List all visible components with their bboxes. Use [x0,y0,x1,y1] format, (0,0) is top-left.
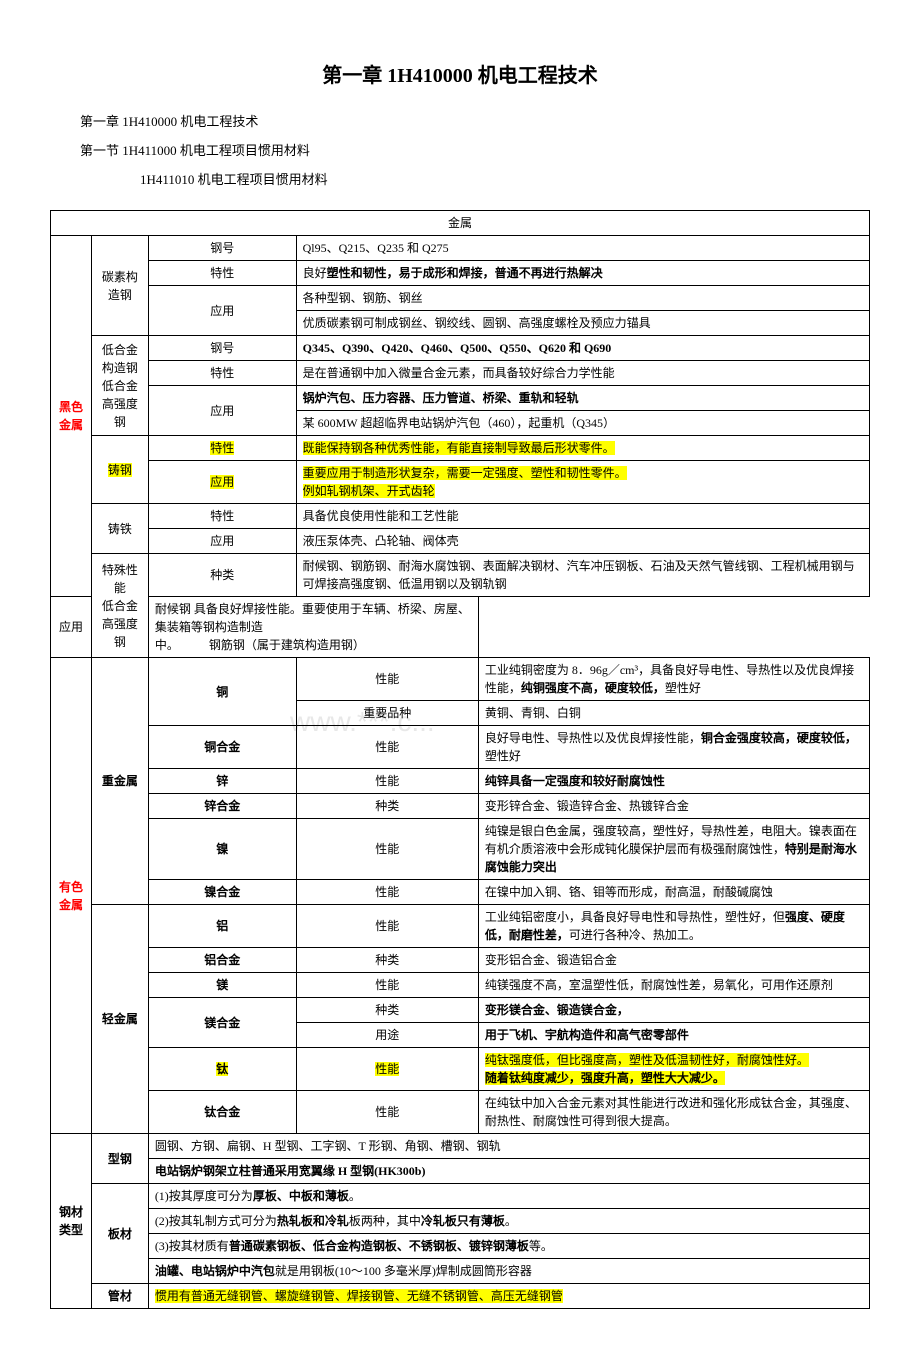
page-container: 第一章 1H410000 机电工程技术 第一章 1H410000 机电工程技术 … [50,60,870,1309]
lbl-type: 种类 [296,998,478,1023]
lbl-type: 种类 [296,794,478,819]
mga-type: 变形镁合金、锻造镁合金， [478,998,869,1023]
cu-perf: 工业纯铜密度为 8．96g／cm³，具备良好导电性、导热性以及优良焊接性能，纯铜… [478,658,869,701]
lbl-grade: 钢号 [148,336,296,361]
lbl-app: 应用 [51,597,92,658]
row-zn: 锌 [148,769,296,794]
la-app1: 锅炉汽包、压力容器、压力管道、桥梁、重轨和轻轨 [296,386,869,411]
lbl-app: 应用 [148,386,296,436]
row-ni: 镍 [148,819,296,880]
zn-perf: 纯锌具备一定强度和较好耐腐蚀性 [478,769,869,794]
main-table: 金属 黑色金属 碳素构造钢 钢号 Ql95、Q215、Q235 和 Q275 特… [50,210,870,1309]
cs-app1: 各种型钢、钢筋、钢丝 [296,286,869,311]
row-cu: 铜 [148,658,296,726]
cat-steel-type: 钢材 类型 [51,1134,92,1309]
section-heading-3: 1H411010 机电工程项目惯用材料 [140,170,870,191]
lbl-prop: 特性 [148,436,296,461]
lbl-prop: 特性 [148,361,296,386]
table-header: 金属 [51,211,870,236]
ala-type: 变形铝合金、锻造铝合金 [478,948,869,973]
row-al-alloy: 铝合金 [148,948,296,973]
row-ti-alloy: 钛合金 [148,1091,296,1134]
row-zn-alloy: 锌合金 [148,794,296,819]
ss-2: 电站锅炉钢架立柱普通采用宽翼缘 H 型钢(HK300b) [148,1159,869,1184]
cua-perf: 良好导电性、导热性以及优良焊接性能，铜合金强度较高，硬度较低，塑性好 [478,726,869,769]
lbl-perf: 性能 [296,973,478,998]
pipe-1: 惯用有普通无缝钢管、螺旋缝钢管、焊接钢管、无缝不锈钢管、高压无缝钢管 [148,1284,869,1309]
la-prop: 是在普通钢中加入微量合金元素，而具备较好综合力学性能 [296,361,869,386]
section-heading-2: 第一节 1H411000 机电工程项目惯用材料 [80,141,870,162]
lbl-perf: 性能 [296,726,478,769]
lbl-grade: 钢号 [148,236,296,261]
row-light-metal: 轻金属 [91,905,148,1134]
lbl-app: 应用 [148,461,296,504]
ni-perf: 纯镍是银白色金属，强度较高，塑性好，导热性差，电阻大。镍表面在有机介质溶液中会形… [478,819,869,880]
sp-app: 耐候钢 具备良好焊接性能。重要使用于车辆、桥梁、房屋、集装箱等钢构造制造中。 钢… [148,597,478,658]
lbl-perf: 性能 [296,819,478,880]
cast-app: 重要应用于制造形状复杂，需要一定强度、塑性和韧性零件。 例如轧钢机架、开式齿轮 [296,461,869,504]
lbl-perf: 性能 [296,769,478,794]
row-ni-alloy: 镍合金 [148,880,296,905]
lbl-perf: 性能 [296,1048,478,1091]
lbl-perf: 性能 [296,1091,478,1134]
row-mg-alloy: 镁合金 [148,998,296,1048]
row-carbon-steel: 碳素构造钢 [91,236,148,336]
cs-prop: 良好塑性和韧性，易于成形和焊接，普通不再进行热解决 [296,261,869,286]
cat-black-metal: 黑色金属 [51,236,92,597]
row-pipe: 管材 [91,1284,148,1309]
row-shape-steel: 型钢 [91,1134,148,1184]
ti-perf: 纯钛强度低，但比强度高，塑性及低温韧性好，耐腐蚀性好。随着钛纯度减少，强度升高，… [478,1048,869,1091]
zna-type: 变形锌合金、锻造锌合金、热镀锌合金 [478,794,869,819]
lbl-prop: 特性 [148,504,296,529]
cast-prop: 既能保持钢各种优秀性能，有能直接制导致最后形状零件。 [296,436,869,461]
lbl-perf: 性能 [296,905,478,948]
row-plate: 板材 [91,1184,148,1284]
lbl-app: 应用 [148,286,296,336]
lbl-perf: 性能 [296,880,478,905]
row-low-alloy: 低合金构造钢 低合金高强度钢 [91,336,148,436]
pl-2: (2)按其轧制方式可分为热轧板和冷轧板两种，其中冷轧板只有薄板。 [148,1209,869,1234]
sp-type: 耐候钢、钢筋钢、耐海水腐蚀钢、表面解决钢材、汽车冲压钢板、石油及天然气管线钢、工… [296,554,869,597]
cs-app2: 优质碳素钢可制成钢丝、钢绞线、圆钢、高强度螺栓及预应力锚具 [296,311,869,336]
lbl-use: 用途 [296,1023,478,1048]
section-heading-1: 第一章 1H410000 机电工程技术 [80,112,870,133]
mg-perf: 纯镁强度不高，室温塑性低，耐腐蚀性差，易氧化，可用作还原剂 [478,973,869,998]
ci-prop: 具备优良使用性能和工艺性能 [296,504,869,529]
pl-4: 油罐、电站锅炉中汽包就是用钢板(10～100 多毫米厚)焊制成圆筒形容器 [148,1259,869,1284]
cu-var: 黄铜、青铜、白铜 [478,701,869,726]
ss-1: 圆钢、方钢、扁钢、H 型钢、工字钢、T 形钢、角钢、槽钢、钢轨 [148,1134,869,1159]
row-mg: 镁 [148,973,296,998]
la-app2: 某 600MW 超超临界电站锅炉汽包（460），起重机（Q345） [296,411,869,436]
pl-1: (1)按其厚度可分为厚板、中板和薄板。 [148,1184,869,1209]
cat-color-metal: 有色金属 [51,658,92,1134]
la-grade: Q345、Q390、Q420、Q460、Q500、Q550、Q620 和 Q69… [296,336,869,361]
row-cast-steel: 铸钢 [91,436,148,504]
al-perf: 工业纯铝密度小，具备良好导电性和导热性，塑性好，但强度、硬度低，耐磨性差，可进行… [478,905,869,948]
lbl-type: 种类 [148,554,296,597]
lbl-prop: 特性 [148,261,296,286]
page-title: 第一章 1H410000 机电工程技术 [50,60,870,92]
pl-3: (3)按其材质有普通碳素钢板、低合金构造钢板、不锈钢板、镀锌钢薄板等。 [148,1234,869,1259]
tia-perf: 在纯钛中加入合金元素对其性能进行改进和强化形成钛合金，其强度、耐热性、耐腐蚀性可… [478,1091,869,1134]
lbl-perf: 性能 [296,658,478,701]
mga-use: 用于飞机、宇航构造件和高气密零部件 [478,1023,869,1048]
row-ti: 钛 [148,1048,296,1091]
ci-app: 液压泵体壳、凸轮轴、阀体壳 [296,529,869,554]
row-heavy-metal: 重金属 [91,658,148,905]
row-al: 铝 [148,905,296,948]
row-cast-iron: 铸铁 [91,504,148,554]
lbl-app: 应用 [148,529,296,554]
nia-perf: 在镍中加入铜、铬、钼等而形成，耐高温，耐酸碱腐蚀 [478,880,869,905]
lbl-main-var: 重要品种 [296,701,478,726]
row-special: 特殊性能 低合金高强度钢 [91,554,148,658]
row-cu-alloy: 铜合金 [148,726,296,769]
lbl-type: 种类 [296,948,478,973]
cs-grade: Ql95、Q215、Q235 和 Q275 [296,236,869,261]
